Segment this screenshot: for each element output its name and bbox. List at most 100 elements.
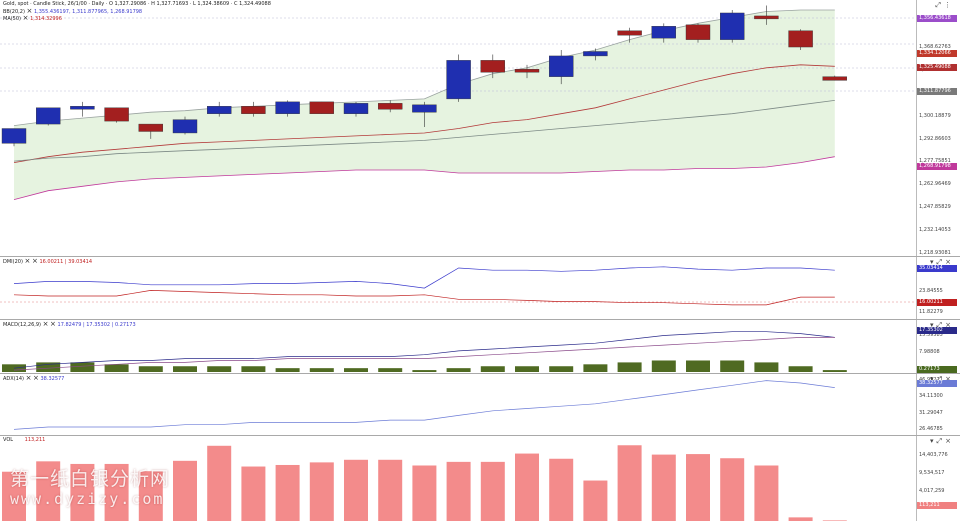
adx-chart[interactable] <box>0 374 960 436</box>
bear-candle <box>309 101 334 114</box>
dmi-close-icon[interactable]: × <box>24 257 31 265</box>
macd-histogram-bar <box>241 366 266 372</box>
price-value-tag: 1,356.43618 <box>917 15 957 22</box>
macd-tick-label: 7.98808 <box>919 349 940 355</box>
macd-pane-controls[interactable]: ▾⤢× <box>930 321 954 330</box>
dmi-axis-line <box>916 257 917 319</box>
adx-value: 38.32577 <box>40 376 65 382</box>
price-tick-label: 1,232.14053 <box>919 227 951 234</box>
adx-pane[interactable]: ADX(14) × × 38.32577 ▾⤢× 46.9327134.1130… <box>0 374 960 436</box>
macd-pane[interactable]: MACD(12,26,9) × × 17.82479 | 17.35302 | … <box>0 320 960 374</box>
adx-label: ADX(14) <box>3 376 24 382</box>
expand-icon[interactable]: ⤢ <box>936 258 946 266</box>
bull-candle <box>412 104 437 113</box>
macd-value-tag: 17.35302 <box>917 327 957 334</box>
macd-value-tag: 0.27173 <box>917 366 957 373</box>
dmi-pane[interactable]: DMI(20) × × 16.00211 | 39.03414 ▾⤢× 35.9… <box>0 257 960 320</box>
collapse-icon[interactable]: ▾ <box>930 437 937 445</box>
ma-value: 1,314.32996 <box>30 16 62 22</box>
volume-tick-label: 9,534,517 <box>919 470 945 476</box>
bb-close-icon[interactable]: × <box>26 7 33 15</box>
volume-bar <box>754 465 779 521</box>
volume-bar <box>788 517 813 521</box>
collapse-icon[interactable]: ▾ <box>930 258 937 266</box>
volume-bar <box>104 463 129 521</box>
macd-histogram-bar <box>344 368 368 372</box>
volume-pane-controls[interactable]: ▾⤢× <box>930 437 954 446</box>
volume-chart[interactable] <box>0 436 960 521</box>
bull-candle <box>446 60 471 100</box>
macd-signal-line <box>13 337 835 371</box>
bear-candle <box>138 123 164 132</box>
dmi-close-icon-2[interactable]: × <box>31 257 38 265</box>
dmi-pane-controls[interactable]: ▾⤢× <box>930 258 954 267</box>
macd-histogram-bar <box>378 368 403 372</box>
ma-close-icon[interactable]: × <box>22 14 29 22</box>
bb-lower-line <box>13 156 835 200</box>
expand-icon[interactable]: ⤢ <box>936 437 946 445</box>
macd-close-icon-2[interactable]: × <box>50 320 56 328</box>
bull-candle <box>70 106 95 110</box>
watermark-line-2: www.dyzizy.com <box>10 490 165 508</box>
price-tick-label: 1,292.86603 <box>919 135 951 142</box>
volume-pane[interactable]: VOL 113,211 ▾⤢× 14,403,776 9,534,517 4,017… <box>0 436 960 521</box>
volume-legend[interactable]: VOL 113,211 <box>3 437 45 444</box>
close-icon[interactable]: × <box>945 437 954 445</box>
ma-legend[interactable]: MA(50) × 1,314.32996 <box>3 15 62 23</box>
price-tick-label: 1,218.93081 <box>919 250 951 256</box>
dmi-legend[interactable]: DMI(20) × × 16.00211 | 39.03414 <box>3 258 92 266</box>
volume-bar <box>173 460 197 521</box>
macd-histogram-bar <box>173 366 197 372</box>
volume-value-tag: 113,211 <box>917 502 957 509</box>
macd-axis-line <box>916 320 917 373</box>
volume-bar <box>2 471 26 521</box>
volume-tick-label: 14,403,776 <box>919 452 948 458</box>
macd-chart[interactable] <box>0 320 960 374</box>
adx-close-icon[interactable]: × <box>25 374 32 382</box>
bear-candle <box>754 15 779 20</box>
bear-candle <box>685 24 711 40</box>
more-icon[interactable]: ⋮ <box>944 1 954 9</box>
bear-candle <box>378 103 403 110</box>
macd-histogram-bar <box>549 366 574 372</box>
macd-histogram-bar <box>275 368 300 372</box>
symbol-name: Gold, spot <box>3 1 29 7</box>
macd-close-icon[interactable]: × <box>42 320 49 328</box>
adx-close-icon-2[interactable]: × <box>33 374 39 382</box>
macd-histogram-bar <box>754 362 779 372</box>
macd-legend[interactable]: MACD(12,26,9) × × 17.82479 | 17.35302 | … <box>3 321 136 329</box>
close-icon[interactable]: × <box>945 375 954 383</box>
ma20-line <box>13 64 835 163</box>
collapse-icon[interactable]: ▾ <box>930 375 937 383</box>
expand-icon[interactable]: ⤢ <box>936 375 946 383</box>
watermark-line-1: 第一纸白银分析网 <box>10 468 171 490</box>
dmi-label: DMI(20) <box>3 259 23 265</box>
dmi-plus-line <box>13 266 835 289</box>
collapse-icon[interactable]: ▾ <box>930 321 937 329</box>
macd-histogram-bar <box>720 360 745 372</box>
macd-values: 17.82479 | 17.35302 | 0.27173 <box>57 322 136 328</box>
volume-bar <box>36 461 61 521</box>
volume-bar <box>378 459 403 521</box>
bull-candle <box>651 26 676 39</box>
bb-legend[interactable]: BB(20,2) × 1,355.436197, 1,311.877965, 1… <box>3 8 142 16</box>
adx-tick-label: 31.29047 <box>919 409 943 416</box>
bear-candle <box>104 107 129 122</box>
volume-label: VOL <box>3 437 14 443</box>
price-chart[interactable] <box>0 0 960 257</box>
expand-icon[interactable]: ⤢ <box>936 321 946 329</box>
price-pane[interactable]: Gold, spot · Candle Stick, 26/1/00 · Dai… <box>0 0 960 257</box>
bb-label: BB(20,2) <box>3 9 25 15</box>
expand-icon[interactable]: ⤢ <box>935 1 944 9</box>
dmi-chart[interactable] <box>0 257 960 320</box>
close-icon[interactable]: × <box>945 321 954 329</box>
macd-histogram-bar <box>788 366 813 372</box>
adx-tick-label: 34.11300 <box>919 393 943 400</box>
pane-controls[interactable]: ⤢⋮ <box>935 1 954 10</box>
close-icon[interactable]: × <box>945 258 954 266</box>
bb-upper-line <box>13 9 835 126</box>
macd-line <box>13 331 835 369</box>
price-value-tag: 1,334.12066 <box>917 50 957 57</box>
adx-legend[interactable]: ADX(14) × × 38.32577 <box>3 375 64 383</box>
adx-pane-controls[interactable]: ▾⤢× <box>930 375 954 384</box>
